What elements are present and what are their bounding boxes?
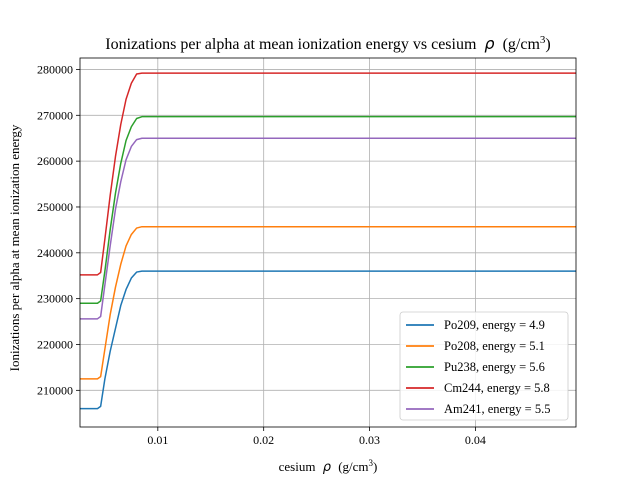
- series-line-1: [80, 270, 576, 410]
- x-axis-label-exponent: 3: [369, 458, 374, 468]
- legend-label-3: Pu238, energy = 5.6: [444, 360, 545, 374]
- x-tick-label: 0.02: [253, 433, 274, 447]
- y-tick-label: 220000: [37, 337, 73, 351]
- x-tick-label: 0.01: [147, 433, 168, 447]
- chart-title-unit: (g/cm: [503, 36, 541, 53]
- chart-title-close: ): [545, 36, 550, 53]
- y-tick-label: 240000: [37, 246, 73, 260]
- chart-title-rho: ρ: [484, 34, 494, 53]
- legend: Po209, energy = 4.9 Po208, energy = 5.1 Pu…: [399, 311, 569, 421]
- x-axis-label-unit: (g/cm: [338, 459, 368, 474]
- plot-frame: [79, 57, 577, 428]
- legend-label-4: Cm244, energy = 5.8: [444, 381, 550, 395]
- legend-box: [399, 311, 569, 421]
- y-axis-label: Ionizations per alpha at mean ionization…: [7, 124, 22, 371]
- y-tick-label: 270000: [37, 108, 73, 122]
- chart-title-exponent: 3: [540, 34, 546, 46]
- legend-label-1: Po209, energy = 4.9: [444, 318, 545, 332]
- x-axis-label-rho: ρ: [323, 460, 332, 475]
- series-line-2: [80, 225, 576, 380]
- y-tick-label: 210000: [37, 383, 73, 397]
- y-tick-label: 260000: [37, 154, 73, 168]
- legend-label-2: Po208, energy = 5.1: [444, 339, 545, 353]
- y-tick-label: 280000: [37, 62, 73, 76]
- y-tick-label: 230000: [37, 292, 73, 306]
- x-axis-label-main: cesium: [279, 459, 316, 474]
- series-line-5: [80, 137, 576, 320]
- chart-title: Ionizations per alpha at mean ionization…: [105, 34, 550, 53]
- x-tick-label: 0.03: [359, 433, 380, 447]
- series-line-3: [80, 115, 576, 304]
- x-tick-label: 0.04: [465, 433, 486, 447]
- series-line-4: [80, 72, 576, 276]
- chart-title-main: Ionizations per alpha at mean ionization…: [105, 36, 477, 53]
- y-tick-label: 250000: [37, 200, 73, 214]
- legend-label-5: Am241, energy = 5.5: [444, 402, 550, 416]
- x-axis-label-close: ): [373, 459, 377, 474]
- x-axis-label: cesium ρ (g/cm3): [279, 458, 378, 475]
